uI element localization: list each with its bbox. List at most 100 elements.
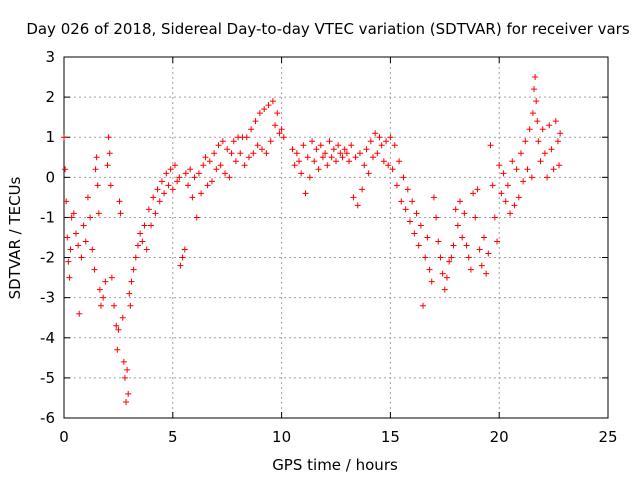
data-point	[200, 162, 207, 169]
data-point	[476, 246, 483, 253]
data-point	[124, 366, 131, 373]
data-point	[470, 190, 477, 197]
data-point	[91, 266, 98, 273]
data-point	[485, 250, 492, 257]
data-point	[513, 166, 520, 173]
data-point	[278, 126, 285, 133]
data-point	[309, 138, 316, 145]
data-point	[335, 142, 342, 149]
data-point	[252, 118, 259, 125]
data-point	[237, 150, 244, 157]
data-point	[95, 210, 102, 217]
data-point	[72, 230, 79, 237]
x-tick-label: 10	[272, 428, 291, 446]
data-point	[374, 150, 381, 157]
axis-ticks	[63, 56, 609, 419]
data-point	[296, 158, 303, 165]
data-point	[128, 278, 135, 285]
data-point	[539, 126, 546, 133]
data-point	[446, 258, 453, 265]
data-point	[372, 130, 379, 137]
data-point	[245, 154, 252, 161]
data-point	[369, 154, 376, 161]
data-point	[182, 170, 189, 177]
chart-title: Day 026 of 2018, Sidereal Day-to-day VTE…	[26, 20, 630, 38]
data-point	[450, 242, 457, 249]
data-point	[383, 138, 390, 145]
data-point	[478, 262, 485, 269]
x-axis-label: GPS time / hours	[272, 456, 398, 474]
data-point	[365, 170, 372, 177]
y-tick-label: 3	[45, 48, 55, 66]
data-point	[156, 198, 163, 205]
data-point	[509, 158, 516, 165]
data-point	[68, 214, 75, 221]
data-point	[163, 170, 170, 177]
data-point	[276, 130, 283, 137]
data-point	[354, 202, 361, 209]
data-point	[339, 154, 346, 161]
plot-frame	[63, 56, 609, 419]
data-point	[324, 162, 331, 169]
data-point	[121, 374, 128, 381]
data-point	[211, 150, 218, 157]
data-point	[93, 154, 100, 161]
data-point	[116, 198, 123, 205]
data-point	[494, 238, 501, 245]
data-point	[433, 214, 440, 221]
data-point	[535, 138, 542, 145]
data-point	[78, 254, 85, 261]
data-point	[97, 302, 104, 309]
data-point	[526, 126, 533, 133]
data-point	[230, 138, 237, 145]
data-point	[215, 142, 222, 149]
data-point	[367, 138, 374, 145]
data-point	[511, 202, 518, 209]
data-point	[454, 222, 461, 229]
y-tick-label: -4	[40, 329, 55, 347]
data-point	[426, 266, 433, 273]
data-point	[272, 122, 279, 129]
data-point	[148, 222, 155, 229]
data-point	[185, 182, 192, 189]
data-point	[261, 106, 268, 113]
data-point	[557, 130, 564, 137]
data-point	[489, 182, 496, 189]
data-point	[404, 186, 411, 193]
data-point	[198, 190, 205, 197]
data-point	[517, 150, 524, 157]
data-point	[67, 246, 74, 253]
data-point	[106, 150, 113, 157]
data-point	[108, 274, 115, 281]
data-point	[319, 154, 326, 161]
data-point	[143, 246, 150, 253]
data-point	[378, 142, 385, 149]
data-point	[302, 190, 309, 197]
data-point	[100, 294, 107, 301]
data-point	[413, 210, 420, 217]
data-point	[232, 158, 239, 165]
data-point	[114, 346, 121, 353]
data-point	[448, 254, 455, 261]
data-point	[457, 198, 464, 205]
data-point	[441, 286, 448, 293]
y-tick-label: 1	[45, 128, 55, 146]
y-axis-label: SDTVAR / TECUs	[6, 176, 24, 299]
data-point	[293, 150, 300, 157]
data-point	[265, 102, 272, 109]
data-point	[179, 254, 186, 261]
data-point	[87, 214, 94, 221]
data-point	[94, 182, 101, 189]
data-point	[76, 310, 83, 317]
data-point	[356, 150, 363, 157]
data-point	[474, 186, 481, 193]
data-point	[333, 158, 339, 165]
y-tick-label: -5	[40, 369, 55, 387]
data-point	[328, 154, 335, 161]
data-point	[537, 158, 544, 165]
data-point	[461, 210, 468, 217]
x-tick-label: 15	[381, 428, 400, 446]
data-point	[352, 154, 359, 161]
x-tick-label: 20	[490, 428, 509, 446]
data-point	[546, 122, 553, 129]
